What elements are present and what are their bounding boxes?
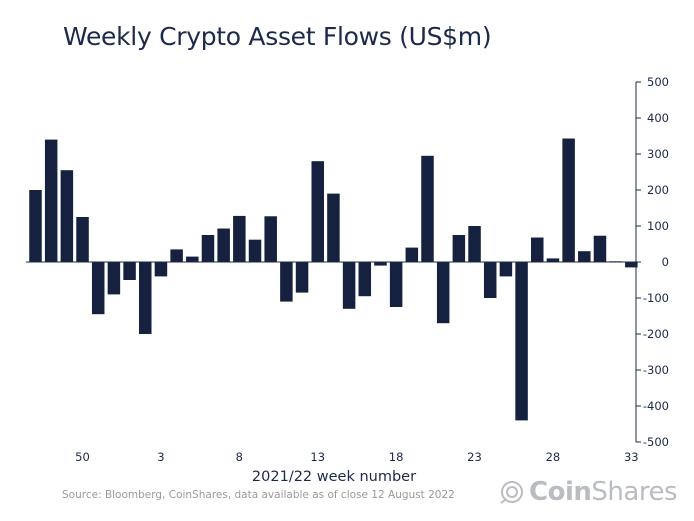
bar: [389, 262, 403, 307]
bar: [295, 262, 309, 293]
bar: [531, 237, 544, 262]
y-tick-label: 100: [647, 219, 669, 233]
x-tick-label: 33: [624, 450, 639, 464]
x-axis: 50 3 8 13 18 23 28 33: [75, 450, 638, 464]
y-tick-label: 0: [662, 255, 669, 269]
bar: [515, 262, 528, 421]
bar: [327, 193, 340, 262]
bar: [483, 262, 497, 298]
bar: [499, 262, 513, 277]
bar: [311, 161, 324, 262]
bar: [421, 155, 434, 262]
bar: [562, 138, 575, 262]
bar: [44, 139, 58, 262]
x-tick-label: 8: [236, 450, 243, 464]
bar: [201, 235, 215, 262]
bar: [91, 262, 105, 315]
bar: [546, 258, 560, 262]
brand-name: CoinShares: [529, 477, 677, 507]
bar: [578, 251, 591, 262]
bar: [233, 215, 246, 262]
bar: [170, 249, 183, 262]
bar: [342, 262, 356, 309]
x-tick-label: 28: [546, 450, 561, 464]
bar: [107, 262, 121, 295]
bar: [436, 262, 450, 324]
bar: [625, 262, 638, 268]
x-tick-label: 23: [467, 450, 482, 464]
x-axis-label: 2021/22 week number: [252, 469, 416, 485]
y-tick-label: -200: [643, 327, 669, 341]
bar: [123, 262, 136, 280]
coinshares-logo: CoinShares: [500, 477, 677, 507]
bar: [217, 228, 230, 262]
y-tick-label: 400: [647, 111, 669, 125]
x-tick-label: 50: [75, 450, 90, 464]
bar: [76, 217, 89, 262]
coinshares-mark-icon: [500, 481, 524, 504]
bar: [468, 226, 481, 262]
bar: [186, 256, 199, 262]
brand-name-regular: Shares: [591, 477, 677, 507]
y-tick-label: -300: [643, 363, 669, 377]
bar: [593, 235, 607, 262]
x-tick-label: 3: [157, 450, 164, 464]
source-note: Source: Bloomberg, CoinShares, data avai…: [62, 489, 455, 501]
y-tick-label: -100: [643, 291, 669, 305]
y-tick-label: 300: [647, 147, 669, 161]
bar: [139, 262, 152, 334]
x-tick-label: 18: [389, 450, 404, 464]
y-tick-label: -500: [643, 435, 669, 449]
bar: [405, 247, 419, 262]
x-tick-label: 13: [310, 450, 325, 464]
bar-series: [29, 138, 638, 421]
bar: [154, 262, 168, 277]
bar: [452, 235, 466, 262]
bar: [248, 239, 262, 262]
bar: [280, 262, 293, 302]
chart-title: Weekly Crypto Asset Flows (US$m): [63, 22, 492, 51]
y-axis: 500 400 300 200 100 0 -100 -200 -300 -400 -500: [635, 75, 669, 449]
y-tick-label: -400: [643, 399, 669, 413]
bar: [264, 216, 277, 262]
y-tick-label: 500: [647, 75, 669, 89]
bar: [29, 190, 42, 262]
bar: [358, 262, 372, 297]
bar: [60, 170, 74, 262]
brand-name-bold: Coin: [529, 477, 592, 507]
bar: [374, 262, 387, 266]
y-tick-label: 200: [647, 183, 669, 197]
